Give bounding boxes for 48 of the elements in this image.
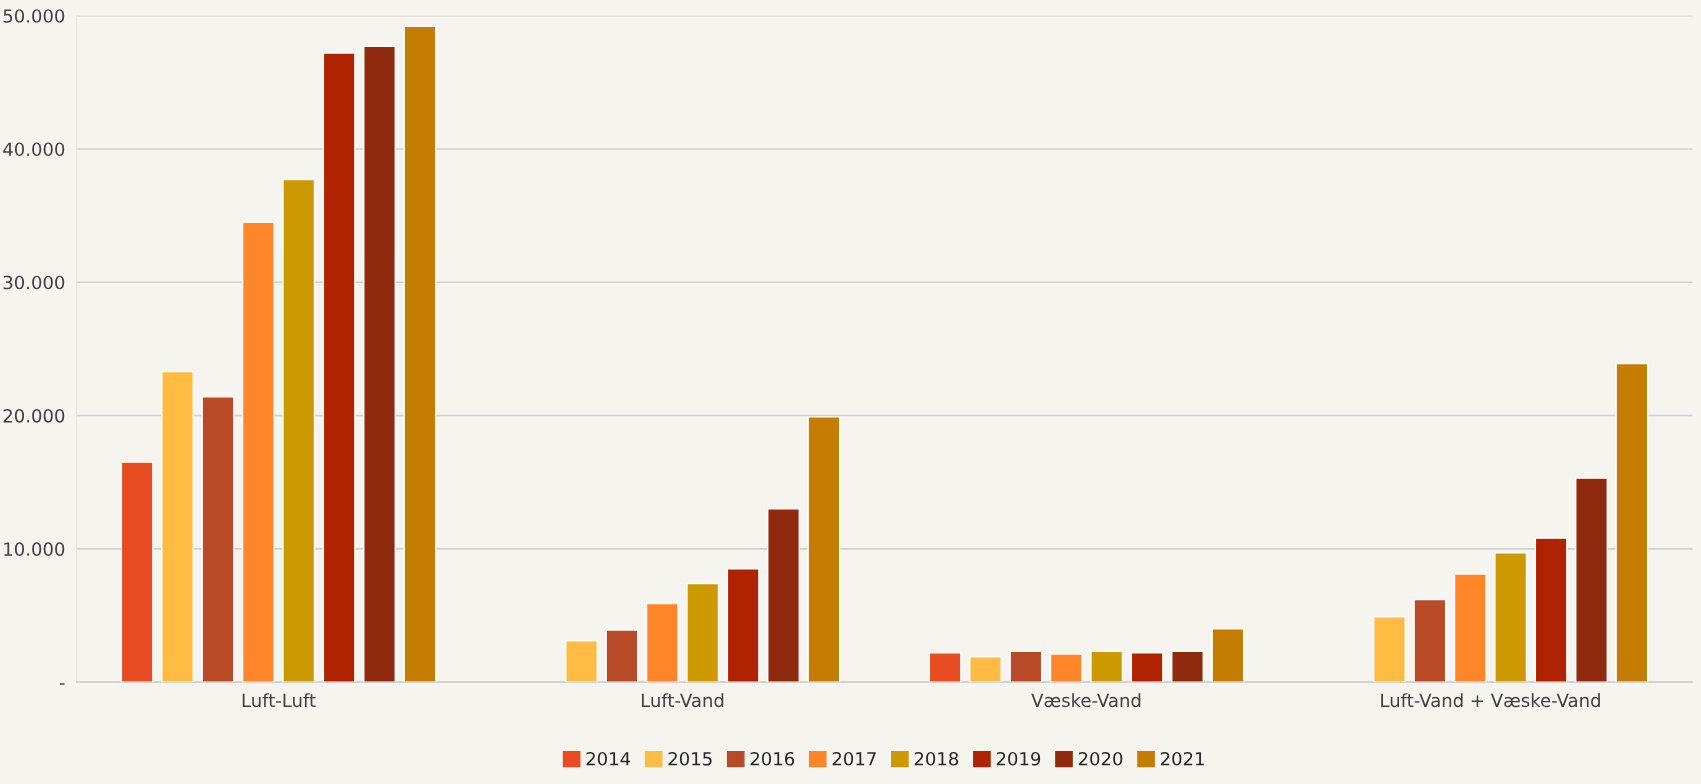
- y-tick-label: 30.000: [3, 275, 65, 290]
- bar: [201, 396, 235, 683]
- x-tick-label: Luft-Vand + Væske-Vand: [1381, 693, 1600, 708]
- bar: [969, 656, 1002, 683]
- bar: [605, 629, 639, 683]
- bar: [1494, 552, 1528, 683]
- bar: [1575, 477, 1608, 683]
- x-tick-label: Luft-Luft: [242, 693, 316, 708]
- legend-label: 2017: [832, 751, 876, 766]
- bar: [1373, 616, 1406, 683]
- bar: [1413, 598, 1447, 683]
- legend-label: 2021: [1160, 751, 1204, 766]
- legend-label: 2020: [1078, 751, 1123, 766]
- y-tick-label: 10.000: [4, 542, 65, 556]
- bar: [1130, 652, 1164, 683]
- legend-label: 2018: [914, 751, 959, 766]
- bar: [1615, 362, 1649, 683]
- bar: [1090, 650, 1124, 683]
- bar: [120, 461, 154, 683]
- bar: [161, 370, 194, 683]
- bar: [1049, 653, 1083, 683]
- y-tick-label: 50.000: [3, 9, 65, 23]
- bar: [322, 52, 356, 683]
- bar: [807, 416, 841, 683]
- bar: [928, 652, 962, 683]
- bar: [767, 508, 800, 683]
- y-tick-label: 40.000: [3, 142, 65, 157]
- bar: [726, 568, 760, 683]
- bar: [282, 178, 316, 683]
- bar: [1534, 537, 1568, 683]
- x-tick-label: Væske-Vand: [1031, 693, 1141, 708]
- legend-label: 2014: [586, 751, 631, 766]
- bar: [241, 221, 275, 683]
- bar: [565, 640, 598, 683]
- bar: [1211, 628, 1245, 683]
- bar: [1171, 650, 1204, 683]
- y-tick-label: 20.000: [3, 408, 65, 423]
- y-tick-label: -: [59, 683, 65, 685]
- bar: [1453, 573, 1487, 683]
- legend-label: 2019: [996, 751, 1041, 766]
- x-tick-label: Luft-Vand: [641, 693, 724, 708]
- legend-label: 2016: [750, 751, 795, 766]
- bar: [645, 602, 679, 683]
- bar: [686, 582, 720, 683]
- bar: [363, 45, 396, 683]
- legend-label: 2015: [668, 751, 712, 766]
- bar: [1009, 650, 1043, 683]
- bar: [403, 25, 437, 683]
